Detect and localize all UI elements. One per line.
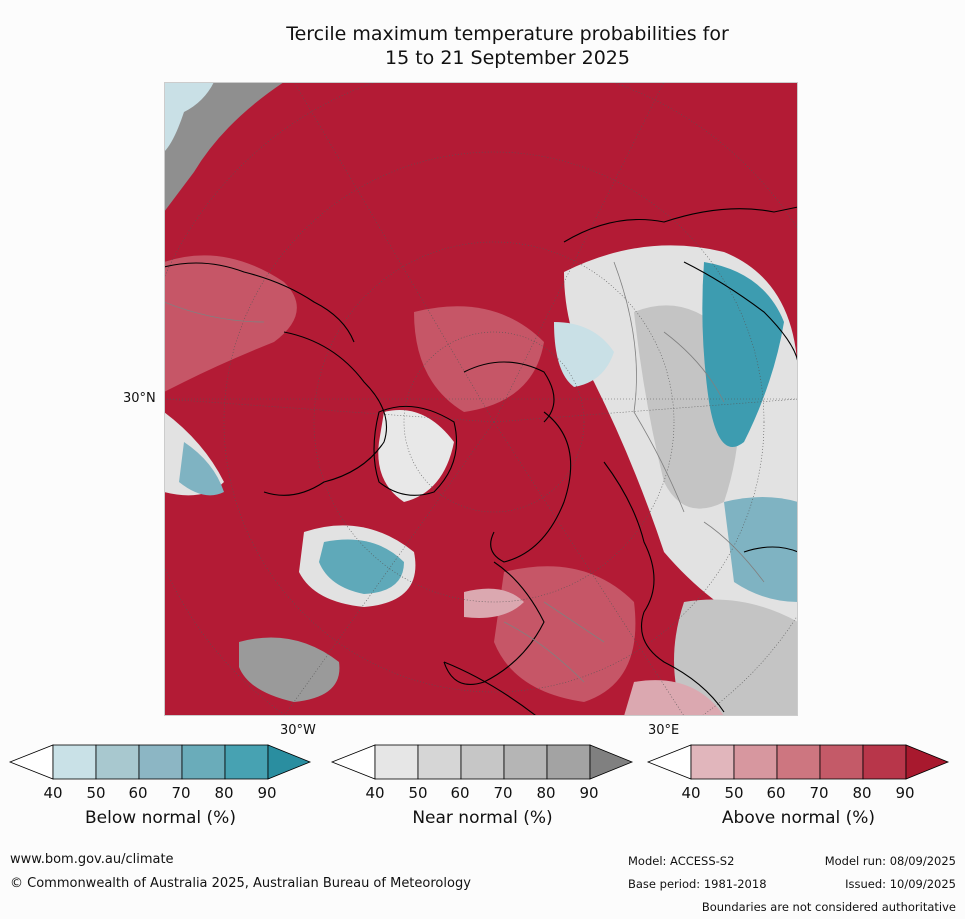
colorbar-above-ticks: 40 50 60 70 80 90 bbox=[646, 784, 951, 804]
region-near-southeast bbox=[674, 599, 798, 716]
colorbar-segment bbox=[690, 744, 735, 780]
latitude-label: 30°N bbox=[123, 391, 156, 406]
colorbar-segment bbox=[417, 744, 462, 780]
colorbar-above-normal: 40 50 60 70 80 90 Above normal (%) bbox=[646, 744, 951, 844]
colorbar-below-label: Below normal (%) bbox=[85, 808, 236, 828]
colorbar-below-normal: 40 50 60 70 80 90 Below normal (%) bbox=[8, 744, 313, 844]
region-near-southwest bbox=[239, 637, 340, 702]
tick-label: 90 bbox=[895, 784, 915, 802]
colorbar-above-svg bbox=[646, 744, 950, 780]
model-run-text: Model run: 08/09/2025 bbox=[824, 854, 956, 868]
tick-label: 60 bbox=[128, 784, 148, 802]
probability-map bbox=[164, 82, 798, 716]
colorbar-segment bbox=[862, 744, 907, 780]
colorbar-segment bbox=[776, 744, 821, 780]
region-near-northamerica bbox=[164, 255, 297, 392]
title-line-2: 15 to 21 September 2025 bbox=[385, 47, 630, 69]
colorbar-segment bbox=[374, 744, 419, 780]
colorbar-below-svg bbox=[8, 744, 312, 780]
tick-label: 40 bbox=[43, 784, 63, 802]
graticule bbox=[164, 82, 798, 716]
tick-label: 80 bbox=[852, 784, 872, 802]
tick-label: 50 bbox=[86, 784, 106, 802]
colorbar-near-ticks: 40 50 60 70 80 90 bbox=[330, 784, 635, 804]
copyright-text: © Commonwealth of Australia 2025, Austra… bbox=[10, 876, 471, 891]
region-near-greenland bbox=[378, 410, 454, 502]
colorbar-segment bbox=[181, 744, 226, 780]
issued-text: Issued: 10/09/2025 bbox=[845, 877, 956, 891]
colorbar-below-ticks: 40 50 60 70 80 90 bbox=[8, 784, 313, 804]
tick-label: 90 bbox=[257, 784, 277, 802]
colorbar-near-svg bbox=[330, 744, 634, 780]
region-above-europe bbox=[494, 566, 636, 702]
longitude-label-east: 30°E bbox=[648, 723, 680, 738]
region-above-low-southeast bbox=[624, 680, 724, 716]
tick-label: 50 bbox=[408, 784, 428, 802]
region-below-atlantic-core bbox=[319, 539, 404, 594]
tick-label: 40 bbox=[365, 784, 385, 802]
tick-label: 40 bbox=[681, 784, 701, 802]
region-below-eastasia bbox=[724, 497, 798, 602]
region-below-asia bbox=[702, 262, 784, 447]
tick-label: 70 bbox=[809, 784, 829, 802]
colorbar-near-label: Near normal (%) bbox=[412, 808, 553, 828]
tick-label: 50 bbox=[724, 784, 744, 802]
colorbar-segment bbox=[503, 744, 548, 780]
tick-label: 80 bbox=[536, 784, 556, 802]
map-svg bbox=[164, 82, 798, 716]
colorbar-extend-high bbox=[589, 744, 634, 780]
colorbar-extend-low bbox=[330, 744, 376, 780]
colorbar-extend-low bbox=[646, 744, 692, 780]
base-period-text: Base period: 1981-2018 bbox=[628, 877, 767, 891]
country-borders bbox=[164, 261, 765, 683]
chart-title: Tercile maximum temperature probabilitie… bbox=[0, 22, 965, 70]
title-line-1: Tercile maximum temperature probabilitie… bbox=[286, 23, 729, 45]
colorbar-segment bbox=[52, 744, 97, 780]
tick-label: 60 bbox=[766, 784, 786, 802]
colorbar-extend-low bbox=[8, 744, 54, 780]
colorbar-segment bbox=[224, 744, 269, 780]
longitude-label-west: 30°W bbox=[280, 723, 316, 738]
coastlines bbox=[164, 206, 798, 716]
region-above-mid-polar bbox=[414, 306, 544, 412]
tick-label: 70 bbox=[493, 784, 513, 802]
tick-label: 70 bbox=[171, 784, 191, 802]
disclaimer-text: Boundaries are not considered authoritat… bbox=[701, 900, 956, 914]
colorbar-segment bbox=[819, 744, 864, 780]
colorbar-extend-high bbox=[905, 744, 950, 780]
region-near-europe bbox=[464, 588, 524, 618]
colorbar-segment bbox=[733, 744, 778, 780]
region-near-topleft bbox=[164, 82, 284, 212]
tick-label: 80 bbox=[214, 784, 234, 802]
colorbar-segment bbox=[95, 744, 140, 780]
colorbar-above-label: Above normal (%) bbox=[721, 808, 876, 828]
region-below-asia-light bbox=[554, 322, 614, 387]
region-below-topleft bbox=[164, 82, 214, 152]
colorbar-near-normal: 40 50 60 70 80 90 Near normal (%) bbox=[330, 744, 635, 844]
colorbar-segment bbox=[546, 744, 591, 780]
colorbar-segment bbox=[460, 744, 505, 780]
website-link[interactable]: www.bom.gov.au/climate bbox=[10, 852, 174, 867]
tick-label: 60 bbox=[450, 784, 470, 802]
region-below-west bbox=[179, 442, 224, 496]
tick-label: 90 bbox=[579, 784, 599, 802]
colorbar-extend-high bbox=[267, 744, 312, 780]
colorbar-segment bbox=[138, 744, 183, 780]
model-text: Model: ACCESS-S2 bbox=[628, 854, 735, 868]
